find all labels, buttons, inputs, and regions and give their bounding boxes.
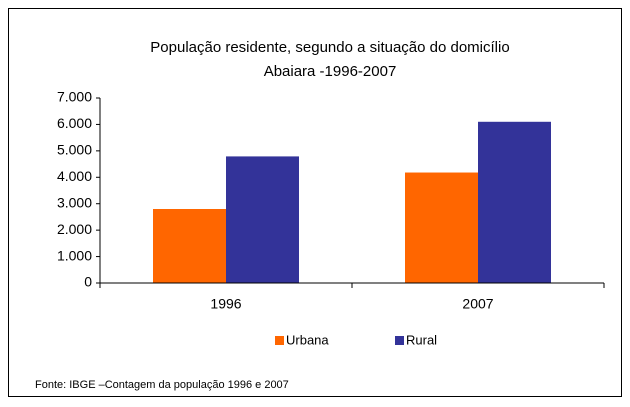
y-tick-label: 2.000 <box>57 221 92 237</box>
source-note: Fonte: IBGE –Contagem da população 1996 … <box>35 379 289 391</box>
legend-label: Rural <box>406 332 437 347</box>
y-tick-label: 6.000 <box>57 115 92 131</box>
bar <box>478 121 551 284</box>
bar <box>153 209 226 283</box>
y-tick-label: 4.000 <box>57 168 92 184</box>
y-tick-label: 1.000 <box>57 247 92 263</box>
y-tick-label: 7.000 <box>57 89 92 105</box>
x-tick-label: 1996 <box>210 296 241 312</box>
legend-swatch <box>275 336 284 345</box>
y-tick-label: 3.000 <box>57 194 92 210</box>
chart-title: População residente, segundo a situação … <box>150 39 509 56</box>
legend-label: Urbana <box>286 332 329 347</box>
bar <box>226 156 299 283</box>
legend-swatch <box>395 336 404 345</box>
bar <box>405 172 478 283</box>
chart-subtitle: Abaiara -1996-2007 <box>264 63 397 80</box>
y-tick-label: 0 <box>84 274 92 290</box>
y-tick-label: 5.000 <box>57 142 92 158</box>
x-tick-label: 2007 <box>462 296 493 312</box>
